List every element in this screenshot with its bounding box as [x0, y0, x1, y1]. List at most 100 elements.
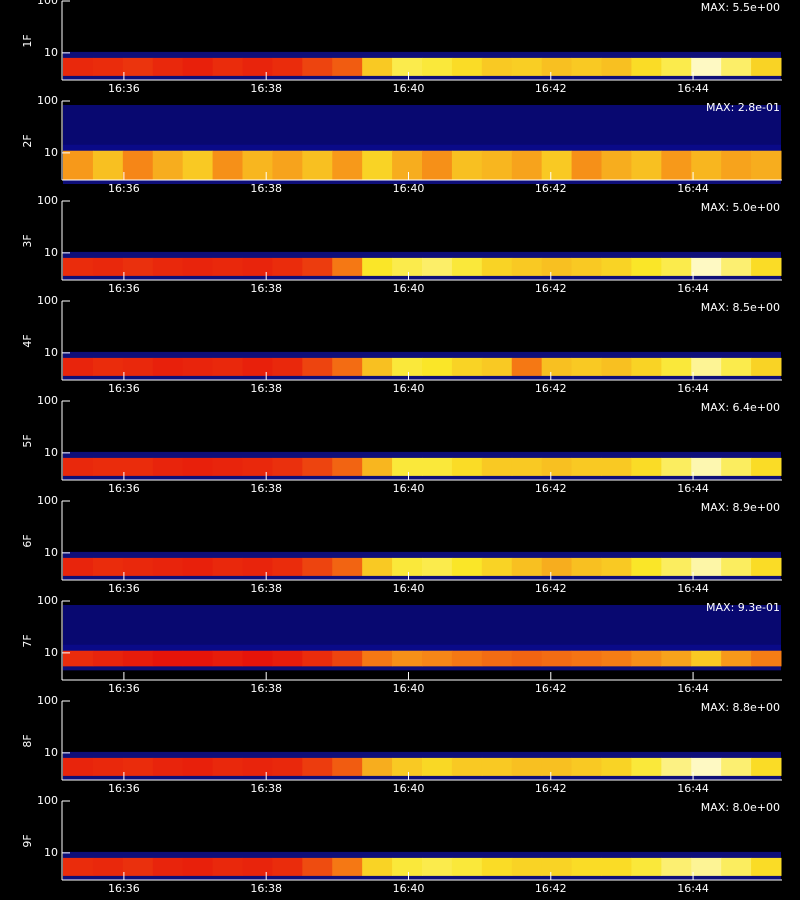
- heat-cell: [242, 150, 273, 180]
- heat-cell: [63, 457, 94, 476]
- heat-cell: [721, 457, 752, 476]
- heat-cell: [332, 257, 363, 276]
- heat-cell: [481, 257, 513, 276]
- heat-cell: [242, 457, 273, 476]
- heat-cell: [392, 650, 423, 667]
- heat-cell: [422, 650, 453, 667]
- heat-cell: [631, 57, 662, 76]
- heat-cell: [661, 357, 692, 376]
- heat-cell: [152, 57, 184, 76]
- heat-cell: [182, 650, 214, 667]
- heat-cell: [63, 257, 94, 276]
- heat-cell: [601, 150, 632, 180]
- heat-cell: [242, 857, 273, 876]
- heat-cell: [122, 650, 154, 667]
- heat-cell: [92, 57, 124, 76]
- heat-cell: [212, 257, 243, 276]
- heat-cell: [392, 457, 423, 476]
- heat-cell: [332, 650, 363, 667]
- heat-cell: [152, 757, 184, 776]
- noise-halo: [63, 105, 781, 151]
- x-tick-label: 16:36: [108, 582, 140, 595]
- heat-cell: [242, 557, 273, 576]
- heat-cell: [63, 150, 94, 180]
- heat-cell: [302, 150, 333, 180]
- x-tick-label: 16:44: [677, 482, 709, 495]
- heat-cell: [631, 650, 662, 667]
- y-tick-label: 10: [44, 546, 58, 559]
- y-tick-label: 100: [37, 394, 58, 407]
- heat-cell: [511, 857, 543, 876]
- heat-cell: [631, 257, 662, 276]
- heat-cell: [242, 57, 273, 76]
- heat-cell: [511, 150, 543, 180]
- y-tick-label: 100: [37, 694, 58, 707]
- heat-cell: [451, 257, 483, 276]
- heat-cell: [631, 457, 662, 476]
- heat-cell: [152, 257, 184, 276]
- heat-cell: [272, 557, 303, 576]
- heat-cell: [571, 857, 602, 876]
- heat-cell: [63, 857, 94, 876]
- x-tick-label: 16:44: [677, 882, 709, 895]
- heat-cell: [302, 757, 333, 776]
- heat-cell: [92, 457, 124, 476]
- heat-cell: [92, 857, 124, 876]
- y-tick-label: 100: [37, 94, 58, 107]
- heat-cell: [451, 557, 483, 576]
- heat-cell: [392, 357, 423, 376]
- heat-cell: [601, 857, 632, 876]
- heat-cell: [122, 57, 154, 76]
- heat-cell: [152, 150, 184, 180]
- heat-cell: [721, 257, 752, 276]
- heat-cell: [541, 457, 573, 476]
- max-annotation: MAX: 9.3e-01: [706, 601, 780, 614]
- y-axis-label: 3F: [21, 234, 34, 247]
- x-tick-label: 16:42: [535, 482, 567, 495]
- heat-cell: [481, 357, 513, 376]
- heat-cell: [511, 57, 543, 76]
- heat-cell: [332, 57, 363, 76]
- heat-cell: [362, 150, 393, 180]
- heat-cell: [751, 150, 782, 180]
- x-tick-label: 16:44: [677, 582, 709, 595]
- heat-cell: [661, 257, 692, 276]
- heat-cell: [422, 457, 453, 476]
- heat-cell: [541, 557, 573, 576]
- x-tick-label: 16:44: [677, 682, 709, 695]
- heat-cell: [451, 150, 483, 180]
- heat-cell: [631, 857, 662, 876]
- heat-cell: [601, 757, 632, 776]
- heat-cell: [601, 257, 632, 276]
- heat-cell: [122, 150, 154, 180]
- heat-cell: [751, 57, 782, 76]
- x-tick-label: 16:40: [393, 582, 425, 595]
- heat-cell: [721, 650, 752, 667]
- x-tick-label: 16:44: [677, 182, 709, 195]
- y-tick-label: 100: [37, 594, 58, 607]
- heat-cell: [571, 457, 602, 476]
- heat-cell: [212, 357, 243, 376]
- heat-cell: [362, 357, 393, 376]
- heat-cell: [691, 357, 722, 376]
- heat-cell: [541, 257, 573, 276]
- heat-cell: [212, 57, 243, 76]
- heat-cell: [332, 557, 363, 576]
- heat-cell: [392, 757, 423, 776]
- heat-cell: [272, 457, 303, 476]
- heat-cell: [242, 257, 273, 276]
- heat-cell: [332, 357, 363, 376]
- heat-cell: [332, 457, 363, 476]
- y-axis-label: 2F: [21, 134, 34, 147]
- heat-cell: [122, 457, 154, 476]
- x-tick-label: 16:40: [393, 182, 425, 195]
- y-axis-label: 5F: [21, 434, 34, 447]
- x-tick-label: 16:38: [250, 582, 282, 595]
- heat-cell: [541, 757, 573, 776]
- heat-cell: [302, 457, 333, 476]
- heat-cell: [362, 557, 393, 576]
- x-tick-label: 16:42: [535, 582, 567, 595]
- heat-cell: [302, 557, 333, 576]
- heat-cell: [392, 557, 423, 576]
